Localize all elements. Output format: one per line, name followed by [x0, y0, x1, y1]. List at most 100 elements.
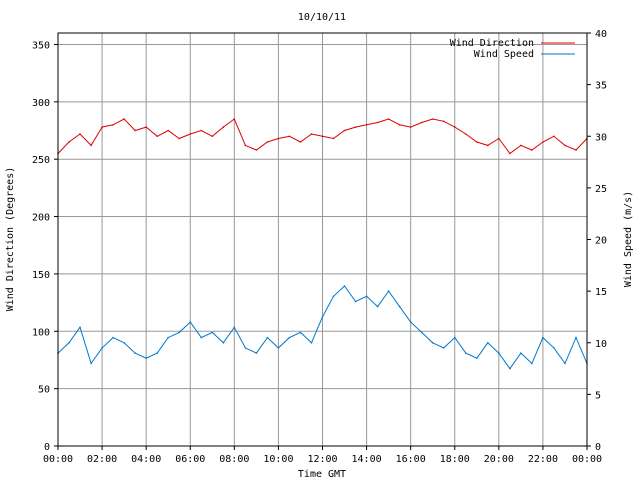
data-point-wind-direction	[134, 129, 136, 132]
data-point-wind-direction	[476, 141, 478, 143]
data-point-wind-speed	[288, 336, 291, 339]
data-point-wind-direction	[123, 118, 125, 120]
data-point-wind-direction	[531, 149, 533, 151]
data-point-wind-speed	[553, 347, 555, 349]
x-tick-label: 06:00	[175, 454, 205, 465]
y-right-tick-label: 10	[595, 339, 607, 350]
data-point-wind-speed	[310, 342, 313, 344]
data-point-wind-direction	[145, 126, 147, 128]
data-point-wind-speed	[332, 295, 335, 298]
data-point-wind-direction	[310, 133, 313, 135]
y-left-tick-label: 50	[38, 385, 50, 396]
data-point-wind-direction	[288, 135, 291, 138]
x-axis-title: Time GMT	[298, 469, 346, 480]
data-point-wind-direction	[299, 141, 302, 143]
data-point-wind-direction	[343, 129, 346, 132]
data-point-wind-direction	[487, 144, 489, 147]
data-point-wind-speed	[409, 321, 412, 323]
data-point-wind-direction	[575, 149, 577, 151]
data-point-wind-speed	[189, 321, 192, 323]
data-point-wind-direction	[222, 126, 225, 128]
x-tick-label: 02:00	[87, 454, 117, 465]
data-point-wind-direction	[442, 120, 445, 123]
y-right-tick-label: 40	[595, 29, 607, 40]
data-point-wind-direction	[244, 144, 247, 147]
grid-lines	[58, 33, 587, 446]
data-point-wind-speed	[299, 331, 302, 334]
data-point-wind-direction	[178, 137, 180, 140]
plot-series-group	[57, 118, 588, 370]
data-point-wind-speed	[255, 352, 258, 354]
x-tick-label: 00:00	[572, 454, 602, 465]
y-left-tick-label: 150	[32, 270, 50, 281]
data-point-wind-direction	[112, 124, 114, 126]
data-point-wind-speed	[575, 336, 577, 339]
legend-label-wind-speed: Wind Speed	[474, 49, 534, 60]
x-tick-label: 12:00	[307, 454, 337, 465]
data-point-wind-direction	[354, 126, 357, 128]
data-point-wind-speed	[167, 336, 169, 339]
data-point-wind-speed	[542, 336, 544, 339]
axis-tick-labels: 00:00 02:00 04:00 06:00 08:00 10:00 12:00 14:00…	[32, 29, 607, 465]
x-tick-label: 10:00	[263, 454, 293, 465]
data-point-wind-direction	[454, 126, 456, 128]
data-point-wind-direction	[332, 137, 335, 140]
data-point-wind-direction	[211, 135, 214, 138]
x-tick-label: 16:00	[396, 454, 426, 465]
y-right-tick-label: 30	[595, 132, 607, 143]
data-point-wind-speed	[244, 347, 247, 349]
data-point-wind-speed	[233, 326, 236, 329]
chart-title: 10/10/11	[298, 12, 346, 23]
y-right-tick-label: 20	[595, 236, 607, 247]
data-point-wind-speed	[365, 295, 368, 298]
data-point-wind-speed	[442, 347, 445, 349]
x-tick-label: 08:00	[219, 454, 249, 465]
y-left-tick-label: 0	[44, 442, 50, 453]
data-point-wind-speed	[387, 290, 390, 292]
data-point-wind-direction	[156, 135, 158, 138]
data-point-wind-speed	[266, 336, 269, 339]
y-axis-right-title: Wind Speed (m/s)	[623, 191, 634, 287]
y-right-tick-label: 25	[595, 184, 607, 195]
data-point-wind-speed	[454, 336, 456, 339]
data-point-wind-direction	[542, 141, 544, 143]
y-left-tick-label: 300	[32, 98, 50, 109]
data-point-wind-speed	[200, 336, 203, 339]
data-point-wind-speed	[277, 347, 280, 349]
x-tick-label: 14:00	[352, 454, 382, 465]
x-tick-label: 22:00	[528, 454, 558, 465]
data-point-wind-direction	[431, 118, 434, 120]
data-point-wind-direction	[90, 144, 92, 147]
data-point-wind-direction	[409, 126, 412, 128]
data-point-wind-speed	[376, 305, 379, 308]
x-tick-label: 04:00	[131, 454, 161, 465]
data-point-wind-direction	[101, 126, 103, 128]
data-point-wind-speed	[509, 367, 511, 370]
data-point-wind-speed	[101, 347, 103, 349]
x-tick-label: 20:00	[484, 454, 514, 465]
data-point-wind-direction	[376, 121, 379, 124]
data-point-wind-direction	[189, 133, 192, 135]
data-point-wind-speed	[178, 331, 180, 334]
data-point-wind-speed	[564, 362, 566, 365]
data-point-wind-direction	[553, 135, 555, 138]
data-point-wind-direction	[420, 121, 423, 124]
x-tick-label: 18:00	[440, 454, 470, 465]
data-point-wind-speed	[156, 352, 158, 354]
data-point-wind-speed	[79, 326, 81, 329]
data-point-wind-direction	[387, 118, 390, 120]
y-right-tick-label: 5	[595, 390, 601, 401]
data-point-wind-direction	[233, 118, 236, 120]
data-point-wind-speed	[431, 342, 434, 344]
data-point-wind-direction	[79, 133, 81, 135]
data-point-wind-speed	[123, 342, 125, 344]
y-axis-left-title: Wind Direction (Degrees)	[5, 167, 16, 312]
data-point-wind-speed	[398, 305, 401, 308]
data-point-wind-direction	[266, 141, 269, 143]
legend: Wind Direction Wind Speed	[450, 38, 575, 60]
data-point-wind-speed	[498, 352, 500, 354]
y-left-tick-label: 250	[32, 155, 50, 166]
data-point-wind-direction	[321, 135, 324, 138]
